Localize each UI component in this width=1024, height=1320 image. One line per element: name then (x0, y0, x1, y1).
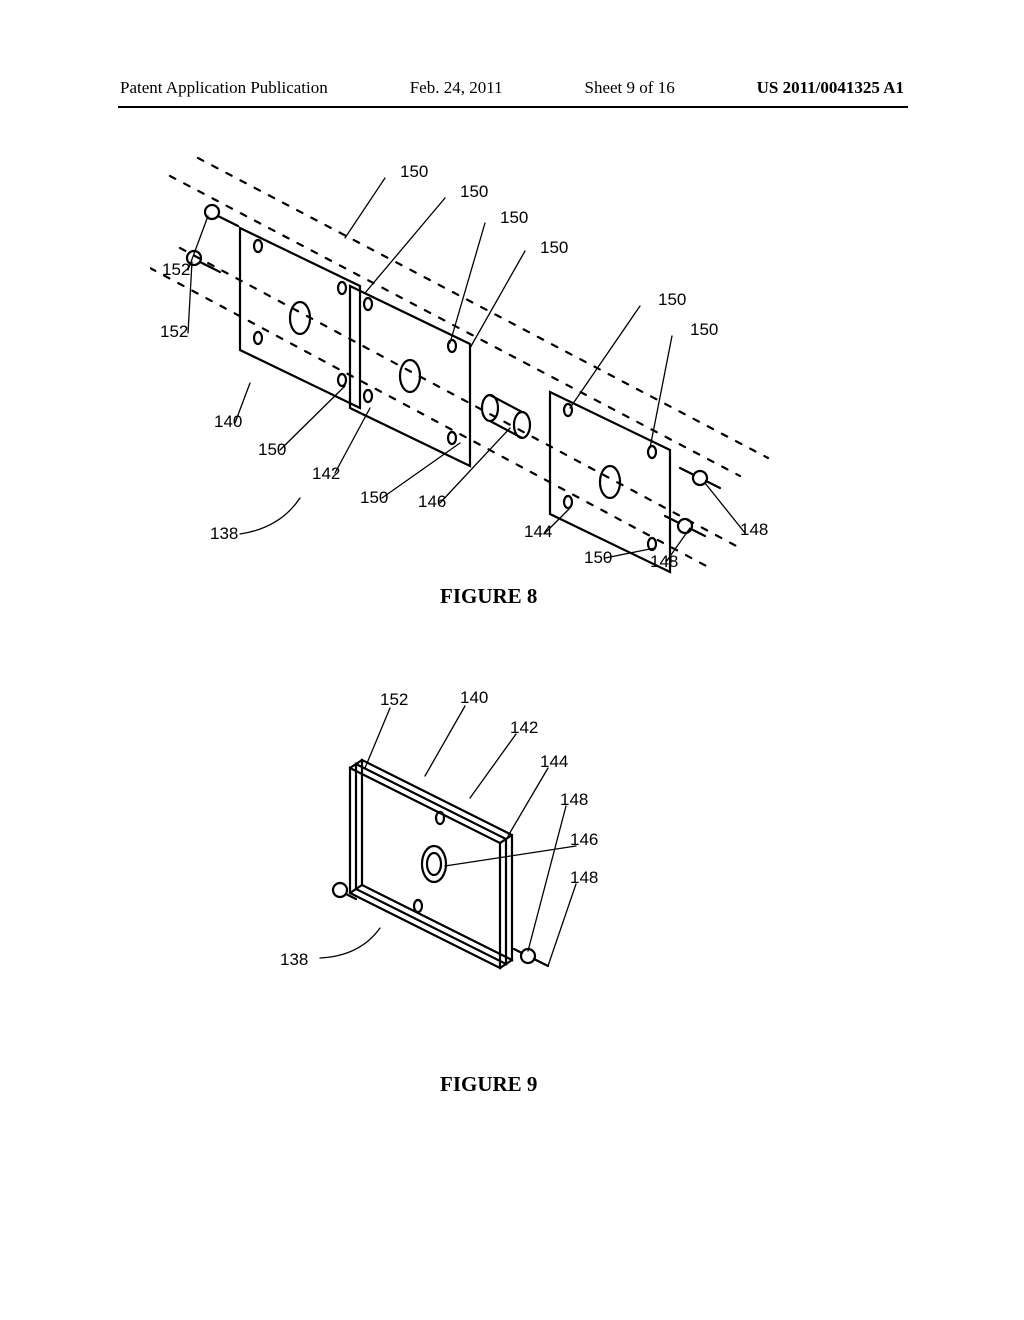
reference-label: 140 (460, 688, 488, 708)
reference-label: 142 (312, 464, 340, 484)
reference-label: 138 (280, 950, 308, 970)
publication-type: Patent Application Publication (120, 78, 328, 98)
publication-number: US 2011/0041325 A1 (757, 78, 904, 98)
reference-label: 152 (162, 260, 190, 280)
reference-label: 144 (540, 752, 568, 772)
reference-label: 142 (510, 718, 538, 738)
reference-label: 150 (400, 162, 428, 182)
figure-9-caption: FIGURE 9 (440, 1072, 537, 1097)
reference-label: 150 (460, 182, 488, 202)
reference-label: 150 (584, 548, 612, 568)
reference-label: 148 (560, 790, 588, 810)
reference-label: 146 (570, 830, 598, 850)
reference-label: 150 (360, 488, 388, 508)
sheet-info: Sheet 9 of 16 (585, 78, 675, 98)
patent-header: Patent Application Publication Feb. 24, … (0, 78, 1024, 98)
reference-label: 148 (650, 552, 678, 572)
figure-8-caption: FIGURE 8 (440, 584, 537, 609)
reference-label: 140 (214, 412, 242, 432)
reference-label: 148 (740, 520, 768, 540)
figure-9-drawing (270, 668, 710, 998)
reference-label: 148 (570, 868, 598, 888)
reference-label: 150 (500, 208, 528, 228)
reference-label: 152 (380, 690, 408, 710)
reference-label: 150 (658, 290, 686, 310)
reference-label: 146 (418, 492, 446, 512)
figure-8-svg (150, 148, 840, 578)
reference-label: 138 (210, 524, 238, 544)
figure-9-svg (270, 668, 710, 998)
figure-8-drawing (150, 148, 840, 578)
reference-label: 150 (690, 320, 718, 340)
reference-label: 150 (258, 440, 286, 460)
header-divider (118, 106, 908, 108)
publication-date: Feb. 24, 2011 (410, 78, 503, 98)
reference-label: 152 (160, 322, 188, 342)
reference-label: 150 (540, 238, 568, 258)
reference-label: 144 (524, 522, 552, 542)
